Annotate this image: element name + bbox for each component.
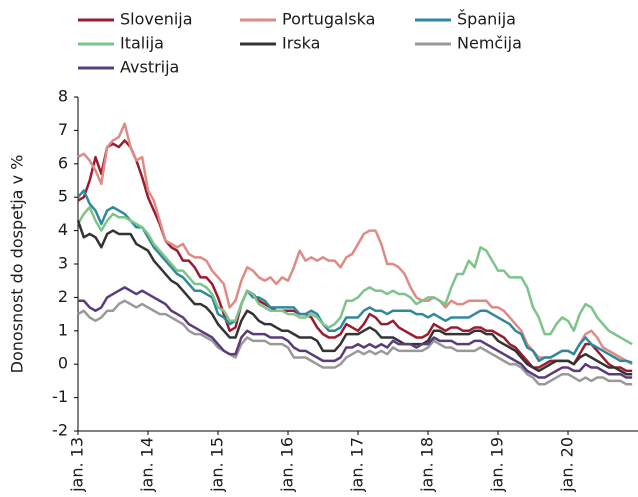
series-line	[78, 286, 633, 379]
y-tick-label: 3	[58, 254, 68, 273]
y-axis-label: Donosnost do dospetja v %	[8, 155, 27, 374]
legend-label: Slovenija	[120, 10, 193, 29]
x-tick-label: jan. 18	[418, 437, 437, 493]
x-tick-label: jan. 19	[488, 437, 507, 493]
series-line	[76, 205, 633, 346]
series-line	[77, 122, 633, 366]
legend-label: Španija	[457, 10, 516, 29]
legend-label: Italija	[120, 34, 164, 53]
legend-label: Avstrija	[120, 58, 179, 77]
y-tick-label: 5	[58, 187, 68, 206]
y-tick-label: 8	[58, 87, 68, 106]
x-tick-label: jan. 20	[558, 437, 577, 493]
x-tick-label: jan. 17	[348, 437, 367, 493]
y-tick-label: 4	[58, 220, 68, 239]
y-tick-label: -1	[52, 387, 68, 406]
y-tick-label: -2	[52, 421, 68, 440]
series-line	[76, 220, 633, 376]
x-tick-label: jan. 15	[208, 437, 227, 493]
series-line	[77, 189, 633, 364]
x-tick-label: jan. 16	[278, 437, 297, 493]
legend-label: Nemčija	[457, 34, 522, 53]
x-tick-label: jan. 14	[138, 437, 157, 493]
y-tick-label: 0	[58, 354, 68, 373]
y-tick-label: 1	[58, 320, 68, 339]
y-tick-label: 6	[58, 153, 68, 172]
legend-label: Portugalska	[282, 10, 375, 29]
x-tick-label: jan. 13	[68, 437, 87, 493]
legend-label: Irska	[282, 34, 320, 53]
y-tick-label: 7	[58, 120, 68, 139]
series-line	[77, 299, 633, 386]
y-tick-label: 2	[58, 287, 68, 306]
series-line	[77, 139, 633, 373]
